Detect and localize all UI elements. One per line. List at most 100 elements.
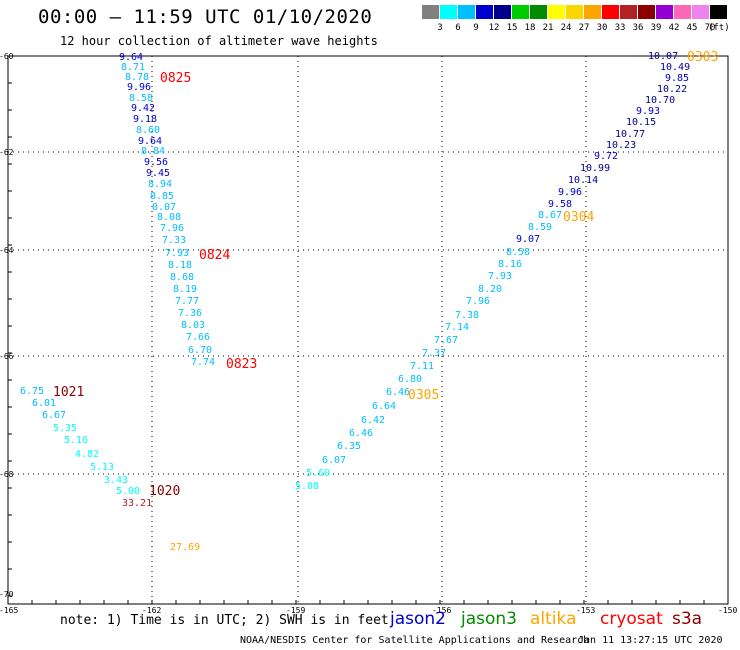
color-scale-label: 27 (578, 23, 590, 33)
wave-height-value: 8.19 (173, 284, 198, 295)
color-scale-unit: (ft) (708, 23, 730, 33)
wave-height-value: 9.64 (119, 52, 144, 63)
color-scale-label: 9 (473, 23, 479, 33)
wave-height-value: 5.13 (90, 462, 115, 473)
wave-height-value: 5.16 (64, 435, 89, 446)
graticule-grid (8, 56, 728, 604)
wave-height-value: 6.07 (322, 455, 347, 466)
color-scale-label: 3 (437, 23, 443, 33)
wave-height-value: 7.14 (445, 322, 470, 333)
wave-height-value: 7.33 (162, 235, 187, 246)
pass-time-label: 0304 (563, 210, 595, 225)
color-swatch (530, 5, 547, 19)
color-swatch (692, 5, 709, 19)
wave-height-value: 8.16 (498, 259, 523, 270)
wave-height-value: 10.14 (568, 175, 599, 186)
color-swatch (638, 5, 655, 19)
y-tick-label: -70 (0, 590, 14, 599)
wave-height-value: 10.23 (606, 140, 637, 151)
footnote: note: 1) Time is in UTC; 2) SWH is in fe… (60, 613, 389, 628)
wave-height-value: 9.93 (636, 106, 661, 117)
color-swatch (440, 5, 457, 19)
wave-height-value: 10.22 (657, 84, 688, 95)
wave-height-value: 5.00 (116, 486, 141, 497)
wave-height-value: 7.74 (191, 357, 216, 368)
wave-height-value: 7.67 (434, 335, 459, 346)
color-swatch (458, 5, 475, 19)
wave-height-value: 27.69 (170, 542, 201, 553)
y-tick-label: -60 (0, 52, 14, 61)
wave-height-value: 8.58 (506, 247, 531, 258)
axis-ticks (7, 55, 729, 604)
y-tick-label: -62 (0, 148, 14, 157)
wave-height-value: 8.85 (150, 191, 175, 202)
wave-height-value: 8.67 (538, 210, 563, 221)
color-swatch (566, 5, 583, 19)
wave-height-value: 6.70 (188, 345, 213, 356)
color-scale-label: 45 (686, 23, 698, 33)
x-tick-label: -150 (718, 606, 738, 615)
wave-height-value: 6.64 (372, 401, 397, 412)
wave-height-value: 8.84 (141, 146, 166, 157)
color-scale-label: 12 (488, 23, 500, 33)
wave-height-value: 7.96 (160, 223, 185, 234)
wave-height-value: 10.15 (626, 117, 657, 128)
wave-height-value: 6.67 (42, 410, 67, 421)
wave-height-value: 10.70 (645, 95, 676, 106)
wave-height-value: 9.18 (133, 114, 158, 125)
wave-height-value: 5.60 (306, 468, 331, 479)
wave-height-value: 8.07 (152, 202, 177, 213)
color-swatch (422, 5, 439, 19)
x-tick-label: -153 (576, 606, 596, 615)
wave-height-value: 5.35 (53, 423, 78, 434)
color-scale-label: 33 (614, 23, 626, 33)
color-scale-label: 15 (506, 23, 518, 33)
wave-height-value: 9.85 (665, 73, 690, 84)
wave-height-value: 6.80 (398, 374, 423, 385)
wave-height-value: 8.08 (157, 212, 182, 223)
wave-height-value: 7.38 (455, 310, 480, 321)
wave-height-value: 8.68 (170, 272, 195, 283)
wave-height-value: 9.56 (144, 157, 169, 168)
wave-height-value: 8.78 (125, 72, 150, 83)
legend-entry-altika: altika (530, 609, 577, 629)
pass-time-label: 1020 (149, 484, 181, 499)
color-scale-label: 42 (668, 23, 680, 33)
color-scale-label: 6 (455, 23, 461, 33)
wave-height-value: 9.72 (594, 151, 619, 162)
x-tick-label: -156 (432, 606, 452, 615)
color-swatch (494, 5, 511, 19)
y-tick-label: -68 (0, 470, 14, 479)
color-swatch (602, 5, 619, 19)
legend-entry-cryosat: cryosat (600, 609, 663, 629)
color-swatch (620, 5, 637, 19)
wave-height-value: 7.37 (422, 348, 447, 359)
color-swatch (476, 5, 493, 19)
color-swatch (512, 5, 529, 19)
credit-line: NOAA/NESDIS Center for Satellite Applica… (240, 635, 590, 646)
pass-time-label: 0825 (160, 71, 192, 86)
y-tick-label: -64 (0, 246, 14, 255)
pass-time-label: 1021 (53, 385, 85, 400)
wave-height-value: 6.35 (337, 441, 362, 452)
color-scale-label: 18 (524, 23, 536, 33)
wave-height-value: 10.07 (648, 51, 679, 62)
wave-height-value: 8.03 (181, 320, 206, 331)
pass-time-label: 0824 (199, 248, 231, 263)
color-scale-label: 24 (560, 23, 572, 33)
wave-height-value: 8.59 (528, 222, 553, 233)
pass-time-label: 0305 (408, 388, 440, 403)
x-tick-label: -162 (142, 606, 162, 615)
pass-time-label: 0303 (687, 50, 719, 65)
color-scale-label: 70 (704, 23, 716, 33)
wave-height-value: 6.46 (349, 428, 374, 439)
wave-height-value: 7.11 (410, 361, 435, 372)
wave-height-value: 33.21 (122, 498, 153, 509)
wave-height-value: 5.08 (295, 481, 320, 492)
color-swatch (548, 5, 565, 19)
wave-height-value: 7.96 (466, 296, 491, 307)
wave-height-value: 8.18 (168, 260, 193, 271)
wave-height-value: 6.01 (32, 398, 57, 409)
wave-height-value: 7.66 (186, 332, 211, 343)
